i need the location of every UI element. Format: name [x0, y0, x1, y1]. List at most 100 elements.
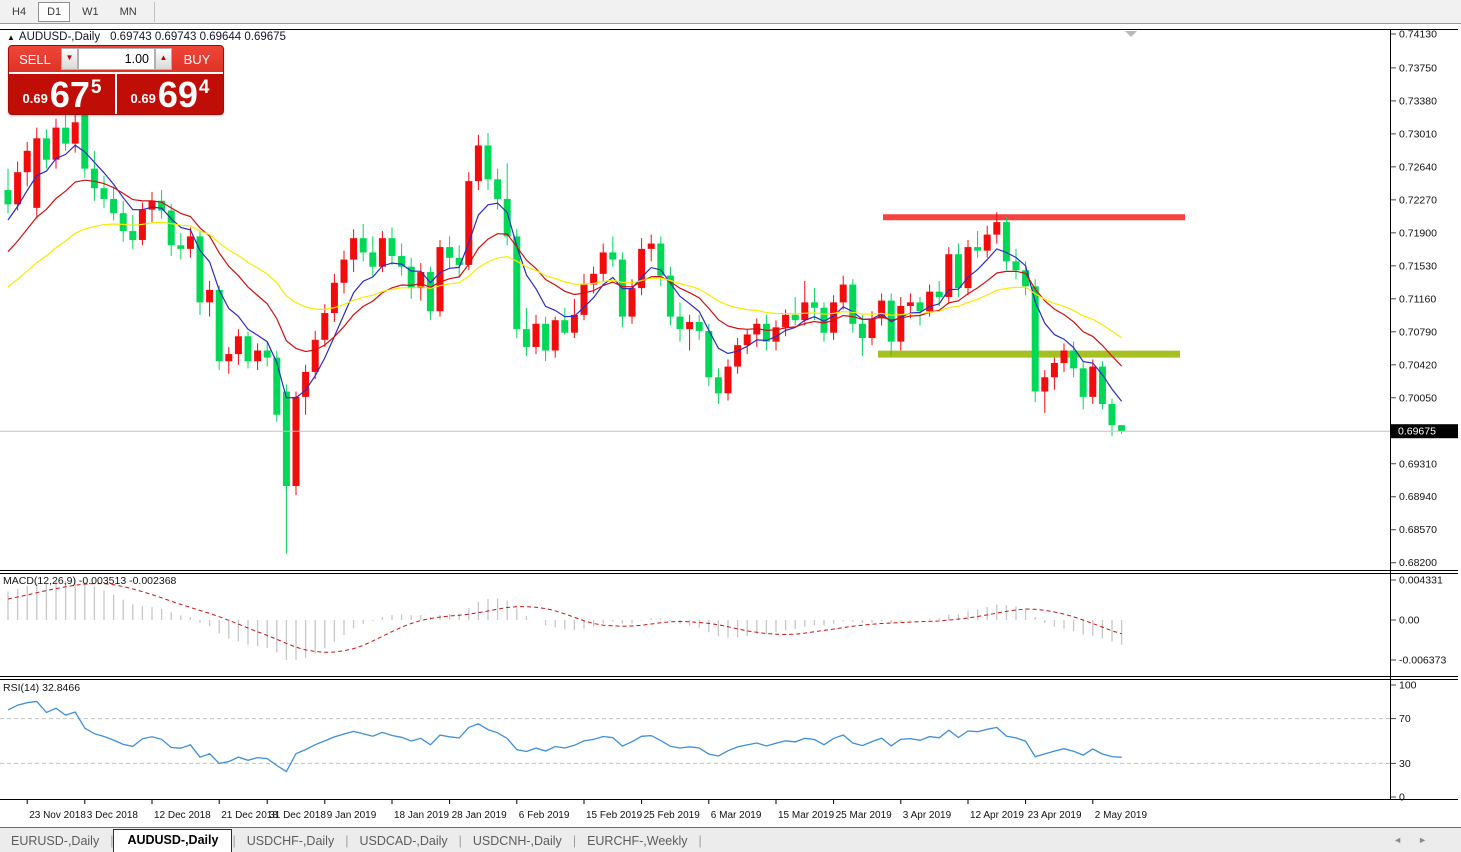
- candle: [666, 266, 674, 326]
- ask-prefix: 0.69: [130, 91, 156, 106]
- candle: [206, 280, 214, 317]
- svg-text:0.71900: 0.71900: [1399, 227, 1437, 239]
- candle: [762, 314, 770, 351]
- rsi-indicator-label: RSI(14) 32.8466: [3, 682, 81, 694]
- candle: [196, 231, 204, 315]
- candle: [954, 243, 962, 298]
- svg-text:23 Nov 2018: 23 Nov 2018: [29, 810, 86, 821]
- macd-signal-line: [7, 583, 1122, 653]
- candle: [926, 284, 934, 317]
- date-axis: 23 Nov 2018 3 Dec 2018 12 Dec 2018 21 Dec 2…: [26, 800, 1148, 821]
- bid-pip-digit: 5: [90, 77, 102, 98]
- tab-audusd-daily[interactable]: AUDUSD-,Daily: [113, 829, 233, 852]
- macd-histogram: [7, 580, 1123, 660]
- candle: [849, 279, 857, 333]
- candle: [945, 247, 953, 305]
- candle: [62, 111, 70, 151]
- candle: [225, 346, 233, 374]
- candle: [340, 250, 348, 294]
- buy-button[interactable]: BUY: [183, 51, 211, 67]
- candle: [90, 150, 98, 201]
- candle: [974, 231, 982, 258]
- candle: [791, 297, 799, 326]
- candle: [350, 229, 358, 273]
- candle: [129, 214, 137, 249]
- tab-usdchf-daily[interactable]: USDCHF-,Daily: [246, 834, 335, 848]
- volume-input[interactable]: 1.00: [78, 48, 155, 70]
- candle: [993, 212, 1001, 244]
- candle: [4, 168, 12, 214]
- svg-text:0.70790: 0.70790: [1399, 326, 1437, 338]
- candle: [426, 266, 434, 321]
- tab-scroll-right-icon[interactable]: ►: [1418, 835, 1427, 845]
- price-axis: 0.74130 0.73750 0.73380 0.73010 0.72640 0.722…: [1391, 29, 1437, 569]
- candle: [551, 316, 559, 358]
- tab-usdcad-daily[interactable]: USDCAD-,Daily: [359, 834, 448, 848]
- svg-text:0.73380: 0.73380: [1399, 95, 1437, 107]
- candle: [964, 239, 972, 296]
- svg-text:2 May 2019: 2 May 2019: [1095, 810, 1148, 821]
- svg-text:0.68570: 0.68570: [1399, 524, 1437, 536]
- svg-text:0.73750: 0.73750: [1399, 62, 1437, 74]
- candle: [321, 304, 329, 347]
- sell-button[interactable]: SELL: [19, 51, 51, 67]
- candle: [772, 320, 780, 351]
- candle: [186, 227, 194, 258]
- candle: [618, 252, 626, 328]
- candle: [1089, 359, 1097, 405]
- candle: [1098, 361, 1106, 410]
- svg-text:23 Apr 2019: 23 Apr 2019: [1028, 810, 1082, 821]
- candle: [532, 314, 540, 355]
- candle: [398, 243, 406, 276]
- timeframe-button-h4[interactable]: H4: [12, 5, 27, 18]
- candle: [378, 231, 386, 273]
- tab-scroll-left-icon[interactable]: ◄: [1393, 835, 1403, 845]
- quote-header: ▲ AUDUSD-,Daily 0.69743 0.69743 0.69644 …: [7, 31, 286, 43]
- candle: [42, 129, 50, 169]
- candle: [330, 273, 338, 322]
- candle: [542, 316, 550, 362]
- candle: [407, 257, 415, 299]
- candle: [158, 190, 166, 219]
- timeframe-button-mn[interactable]: MN: [119, 5, 137, 18]
- candle: [714, 368, 722, 405]
- candle: [858, 314, 866, 356]
- candle: [820, 302, 828, 342]
- bid-price[interactable]: 0.69 67 5: [9, 74, 117, 114]
- timeframe-toolbar: H4 D1 W1 MN: [0, 0, 1461, 24]
- current-price-tag-text: 0.69675: [1398, 426, 1436, 438]
- tab-usdcnh-daily[interactable]: USDCNH-,Daily: [472, 834, 562, 848]
- candlestick-series: [4, 106, 1126, 554]
- tab-eurusd-daily[interactable]: EURUSD-,Daily: [11, 834, 100, 848]
- candle: [71, 115, 79, 153]
- timeframe-button-d1[interactable]: D1: [38, 1, 71, 22]
- svg-text:0.74130: 0.74130: [1399, 29, 1437, 41]
- volume-decrease-button[interactable]: ▼: [61, 48, 78, 70]
- candle: [282, 384, 290, 554]
- svg-text:0.71160: 0.71160: [1399, 293, 1436, 305]
- candle: [686, 314, 694, 351]
- timeframe-button-w1[interactable]: W1: [82, 5, 99, 18]
- tab-separator: |: [110, 834, 114, 848]
- moving-average-30: [7, 221, 1122, 339]
- candle: [1041, 370, 1049, 413]
- candle: [234, 329, 242, 365]
- svg-text:3 Dec 2018: 3 Dec 2018: [87, 810, 139, 821]
- svg-text:30: 30: [1399, 758, 1411, 770]
- candle: [676, 302, 684, 342]
- candle: [244, 331, 252, 369]
- tab-eurchf-weekly[interactable]: EURCHF-,Weekly: [587, 834, 688, 848]
- candle: [388, 227, 396, 265]
- volume-increase-button[interactable]: ▲: [155, 48, 172, 70]
- ask-price[interactable]: 0.69 69 4: [117, 74, 223, 114]
- candle: [484, 132, 492, 191]
- svg-text:9 Jan 2019: 9 Jan 2019: [327, 810, 377, 821]
- svg-text:15 Feb 2019: 15 Feb 2019: [586, 810, 643, 821]
- candle: [839, 275, 847, 310]
- candle: [810, 288, 818, 321]
- chart-shift-marker-icon: [1125, 31, 1137, 37]
- candle: [455, 245, 463, 278]
- candle: [753, 318, 761, 347]
- candle: [1002, 216, 1010, 271]
- candle: [465, 172, 473, 271]
